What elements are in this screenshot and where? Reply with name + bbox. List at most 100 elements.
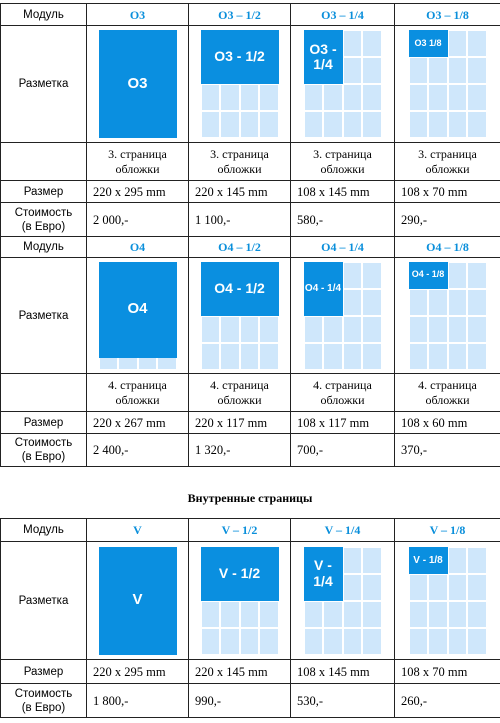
- placement-text: 3. страница обложки: [290, 142, 395, 181]
- grid-cell: [239, 627, 259, 655]
- grid-cell: [447, 84, 467, 111]
- grid-cell: [408, 84, 428, 111]
- module-name: V – 1/8: [394, 518, 500, 542]
- grid-cell: [408, 342, 428, 370]
- grid-cell: [342, 600, 362, 628]
- size-value: 220 x 267 mm: [86, 411, 189, 434]
- price-value: 580,-: [290, 202, 395, 237]
- grid-cell: [447, 111, 467, 138]
- layout-thumbnail: O3 - 1/2: [200, 30, 279, 138]
- price-value: 1 800,-: [86, 683, 189, 718]
- grid-cell: [342, 30, 362, 57]
- grid-cell: [428, 627, 448, 655]
- grid-cell: [447, 30, 467, 57]
- grid-cell: [342, 111, 362, 138]
- grid-cell: [408, 600, 428, 628]
- size-value: 220 x 117 mm: [188, 411, 291, 434]
- layout-cell: O4: [86, 257, 189, 374]
- ad-block: V: [98, 546, 177, 655]
- grid-cell: [323, 600, 343, 628]
- grid-cell: [362, 261, 382, 289]
- grid-cell: [362, 627, 382, 655]
- grid-cell: [467, 600, 487, 628]
- layout-cell: O3: [86, 25, 189, 143]
- grid-cell: [259, 600, 279, 628]
- grid-cell: [362, 546, 382, 574]
- grid-cell: [323, 342, 343, 370]
- grid-cell: [303, 111, 323, 138]
- grid-cell: [200, 600, 220, 628]
- grid-cell: [467, 111, 487, 138]
- module-label: Модуль: [0, 3, 87, 26]
- grid-cell: [447, 261, 467, 289]
- grid-cell: [200, 111, 220, 138]
- grid-cell: [220, 342, 240, 370]
- grid-cell: [200, 627, 220, 655]
- grid-cell: [200, 315, 220, 343]
- grid-cell: [342, 288, 362, 316]
- grid-cell: [323, 111, 343, 138]
- grid-cell: [303, 84, 323, 111]
- section-heading: Внутренные страницы: [187, 491, 313, 505]
- grid-cell: [342, 315, 362, 343]
- grid-cell: [362, 30, 382, 57]
- grid-cell: [467, 546, 487, 574]
- layout-thumbnail: O4: [98, 261, 177, 370]
- ad-block: O3: [98, 30, 177, 138]
- layout-label: Разметка: [0, 541, 87, 660]
- grid-cell: [239, 315, 259, 343]
- layout-thumbnail: V: [98, 546, 177, 655]
- grid-cell: [467, 288, 487, 316]
- grid-cell: [200, 84, 220, 111]
- grid-cell: [447, 57, 467, 84]
- cost-label: Стоимость (в Евро): [0, 433, 87, 467]
- module-name: O4 – 1/2: [188, 236, 291, 258]
- layout-thumbnail: V - 1/2: [200, 546, 279, 655]
- size-value: 220 x 145 mm: [188, 659, 291, 684]
- grid-cell: [467, 261, 487, 289]
- grid-cell: [342, 546, 362, 574]
- grid-cell: [323, 315, 343, 343]
- price-value: 2 000,-: [86, 202, 189, 237]
- grid-cell: [303, 315, 323, 343]
- ad-block: V - 1/8: [408, 546, 448, 574]
- layout-thumbnail: O3 - 1/4: [303, 30, 382, 138]
- grid-cell: [447, 573, 467, 601]
- price-value: 530,-: [290, 683, 395, 718]
- grid-cell: [200, 342, 220, 370]
- module-name: O4: [86, 236, 189, 258]
- ad-block: O4 - 1/4: [303, 261, 343, 316]
- module-name: O4 – 1/8: [394, 236, 500, 258]
- grid-cell: [239, 342, 259, 370]
- grid-cell: [428, 84, 448, 111]
- grid-cell: [239, 84, 259, 111]
- grid-cell: [259, 315, 279, 343]
- module-name: V: [86, 518, 189, 542]
- grid-cell: [428, 573, 448, 601]
- grid-cell: [428, 600, 448, 628]
- grid-cell: [467, 342, 487, 370]
- size-value: 108 x 145 mm: [290, 180, 395, 203]
- size-value: 220 x 295 mm: [86, 180, 189, 203]
- grid-cell: [408, 315, 428, 343]
- grid-cell: [303, 600, 323, 628]
- layout-thumbnail: V - 1/8: [408, 546, 487, 655]
- price-value: 990,-: [188, 683, 291, 718]
- price-value: 2 400,-: [86, 433, 189, 467]
- grid-cell: [467, 30, 487, 57]
- grid-cell: [362, 315, 382, 343]
- ad-block: O3 - 1/4: [303, 30, 343, 84]
- grid-cell: [467, 315, 487, 343]
- ad-block: V - 1/4: [303, 546, 343, 601]
- grid-cell: [220, 600, 240, 628]
- layout-cell: V - 1/8: [394, 541, 500, 660]
- grid-cell: [428, 342, 448, 370]
- module-name: O3 – 1/8: [394, 3, 500, 26]
- layout-cell: O3 - 1/2: [188, 25, 291, 143]
- grid-cell: [447, 288, 467, 316]
- layout-cell: O4 - 1/2: [188, 257, 291, 374]
- size-label: Размер: [0, 411, 87, 434]
- grid-cell: [259, 342, 279, 370]
- grid-cell: [362, 111, 382, 138]
- size-label: Размер: [0, 180, 87, 203]
